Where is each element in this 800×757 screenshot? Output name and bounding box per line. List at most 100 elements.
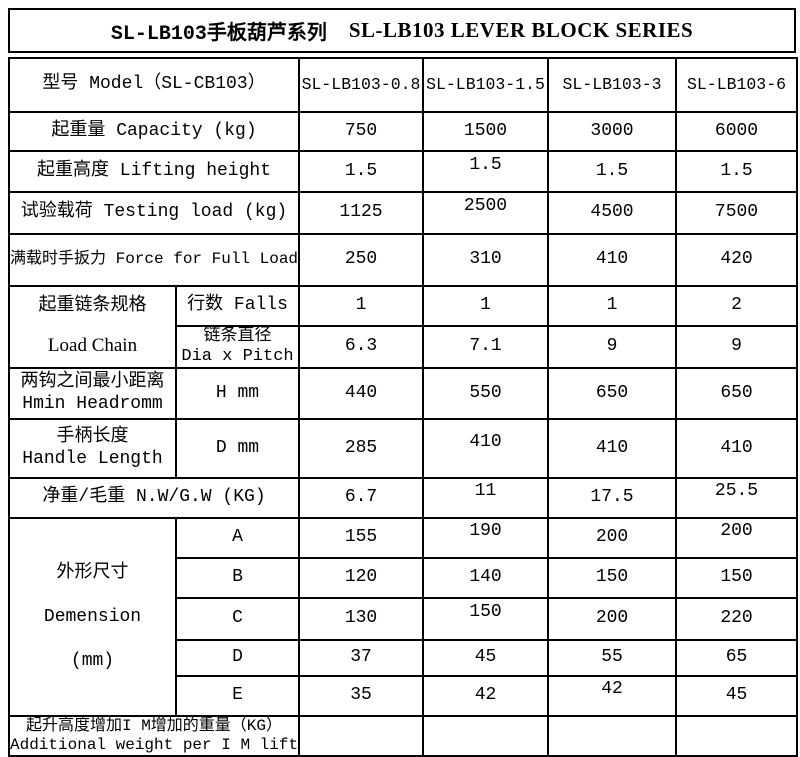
headroom-sub-label: H mm (174, 367, 301, 420)
testing-value-2: 2500 (422, 191, 550, 235)
lifting-value-2: 1.5 (422, 150, 550, 193)
handle-sub-label: D mm (174, 418, 301, 479)
model-col-4: SL-LB103-6 (675, 57, 799, 113)
force-value-1: 250 (298, 233, 425, 287)
dia-pitch-label-cn: 链条直径 (203, 327, 272, 347)
dim-d-value-4: 65 (675, 639, 799, 677)
weight-value-1: 6.7 (298, 477, 425, 519)
testing-value-3: 4500 (547, 191, 678, 235)
dim-a-value-2: 190 (422, 517, 550, 559)
dim-a-value-3: 200 (547, 517, 678, 559)
falls-value-1: 1 (298, 285, 425, 327)
dimension-label-unit: (mm) (70, 651, 115, 672)
row-headroom: 两钩之间最小距离 Hmin Headromm H mm 440 550 650 … (8, 367, 799, 420)
headroom-value-4: 650 (675, 367, 799, 420)
dia-value-3: 9 (547, 325, 678, 369)
dim-a-label: A (174, 517, 301, 559)
dim-c-label: C (174, 597, 301, 641)
additional-value-2 (422, 715, 550, 757)
row-handle-length: 手柄长度 Handle Length D mm 285 410 410 410 (8, 418, 799, 479)
load-chain-group-label: 起重链条规格 Load Chain (8, 285, 177, 369)
additional-weight-label-cn: 起升高度增加I M增加的重量（KG） (26, 717, 283, 735)
lifting-label: 起重高度 Lifting height (7, 150, 301, 193)
model-col-2: SL-LB103-1.5 (422, 57, 550, 113)
dim-b-value-2: 140 (422, 557, 550, 599)
testing-label: 试验载荷 Testing load (kg) (7, 191, 301, 235)
row-dia-pitch: 链条直径 Dia x Pitch 6.3 7.1 9 9 (9, 325, 799, 369)
force-value-2: 310 (422, 233, 550, 287)
falls-label: 行数 Falls (174, 285, 301, 327)
lifting-value-1: 1.5 (298, 150, 425, 193)
dim-d-label: D (174, 639, 301, 677)
handle-value-2: 410 (422, 418, 550, 479)
dim-e-label: E (174, 675, 301, 717)
row-force-full-load: 满载时手扳力 Force for Full Load 250 310 410 4… (7, 233, 799, 287)
dim-c-value-4: 220 (675, 597, 799, 641)
title-chinese: SL-LB103手板葫芦系列 (110, 22, 327, 46)
dim-b-value-1: 120 (298, 557, 425, 599)
dim-b-label: B (174, 557, 301, 599)
row-additional-weight: 起升高度增加I M增加的重量（KG） Additional weight per… (7, 715, 799, 757)
handle-label-cn: 手柄长度 (56, 426, 129, 447)
dia-pitch-label: 链条直径 Dia x Pitch (174, 325, 301, 369)
spec-sheet: SL-LB103手板葫芦系列 SL-LB103 LEVER BLOCK SERI… (7, 8, 799, 757)
dim-e-value-3: 42 (547, 675, 678, 717)
dim-d-value-3: 55 (547, 639, 678, 677)
headroom-label-cn: 两钩之间最小距离 (20, 371, 165, 392)
capacity-value-1: 750 (298, 111, 425, 152)
dim-e-value-2: 42 (422, 675, 550, 717)
model-label: 型号 Model（SL-CB103） (7, 57, 301, 113)
lifting-value-3: 1.5 (547, 150, 678, 193)
lifting-value-4: 1.5 (675, 150, 799, 193)
row-net-gross-weight: 净重/毛重 N.W/G.W (KG) 6.7 11 17.5 25.5 (7, 477, 799, 519)
dimension-group-label: 外形尺寸 Demension (mm) (8, 517, 177, 717)
row-falls: 起重链条规格 Load Chain 行数 Falls 1 1 1 2 (8, 285, 799, 369)
dim-c-value-3: 200 (547, 597, 678, 641)
handle-value-4: 410 (675, 418, 799, 479)
capacity-value-4: 6000 (675, 111, 799, 152)
handle-label-en: Handle Length (22, 448, 163, 469)
dia-value-4: 9 (675, 325, 799, 369)
dimension-label-en: Demension (43, 606, 142, 627)
dim-c-value-2: 150 (422, 597, 550, 641)
additional-weight-label-en: Additional weight per I M lift (10, 735, 299, 754)
falls-value-3: 1 (547, 285, 678, 327)
dia-value-1: 6.3 (298, 325, 425, 369)
dim-b-value-4: 150 (675, 557, 799, 599)
load-chain-label-en: Load Chain (47, 334, 138, 356)
dim-d-value-1: 37 (298, 639, 425, 677)
falls-value-4: 2 (675, 285, 799, 327)
weight-value-2: 11 (422, 477, 550, 519)
model-col-3: SL-LB103-3 (547, 57, 678, 113)
additional-value-1 (298, 715, 425, 757)
table-title: SL-LB103手板葫芦系列 SL-LB103 LEVER BLOCK SERI… (8, 8, 796, 53)
headroom-label: 两钩之间最小距离 Hmin Headromm (8, 367, 177, 420)
force-value-3: 410 (547, 233, 678, 287)
weight-label: 净重/毛重 N.W/G.W (KG) (7, 477, 301, 519)
additional-value-3 (547, 715, 678, 757)
row-model: 型号 Model（SL-CB103） SL-LB103-0.8 SL-LB103… (7, 57, 799, 113)
falls-value-2: 1 (422, 285, 550, 327)
weight-value-3: 17.5 (547, 477, 678, 519)
row-dimension-b: B 120 140 150 150 (9, 557, 799, 599)
row-dimension-a: 外形尺寸 Demension (mm) A 155 190 200 200 (8, 517, 799, 717)
dim-e-value-1: 35 (298, 675, 425, 717)
dia-pitch-label-en: Dia x Pitch (181, 347, 294, 366)
row-capacity: 起重量 Capacity (kg) 750 1500 3000 6000 (7, 111, 799, 152)
spec-table: 型号 Model（SL-CB103） SL-LB103-0.8 SL-LB103… (7, 57, 799, 757)
dim-c-value-1: 130 (298, 597, 425, 641)
capacity-value-3: 3000 (547, 111, 678, 152)
dim-d-value-2: 45 (422, 639, 550, 677)
headroom-value-1: 440 (298, 367, 425, 420)
load-chain-label-cn: 起重链条规格 (38, 296, 147, 317)
row-dimension-d: D 37 45 55 65 (9, 639, 799, 677)
row-dimension-c: C 130 150 200 220 (9, 597, 799, 641)
capacity-label: 起重量 Capacity (kg) (7, 111, 301, 152)
dim-a-value-1: 155 (298, 517, 425, 559)
weight-value-4: 25.5 (675, 477, 799, 519)
force-label: 满载时手扳力 Force for Full Load (7, 233, 301, 287)
additional-value-4 (675, 715, 799, 757)
testing-value-4: 7500 (675, 191, 799, 235)
handle-value-1: 285 (298, 418, 425, 479)
dia-value-2: 7.1 (422, 325, 550, 369)
